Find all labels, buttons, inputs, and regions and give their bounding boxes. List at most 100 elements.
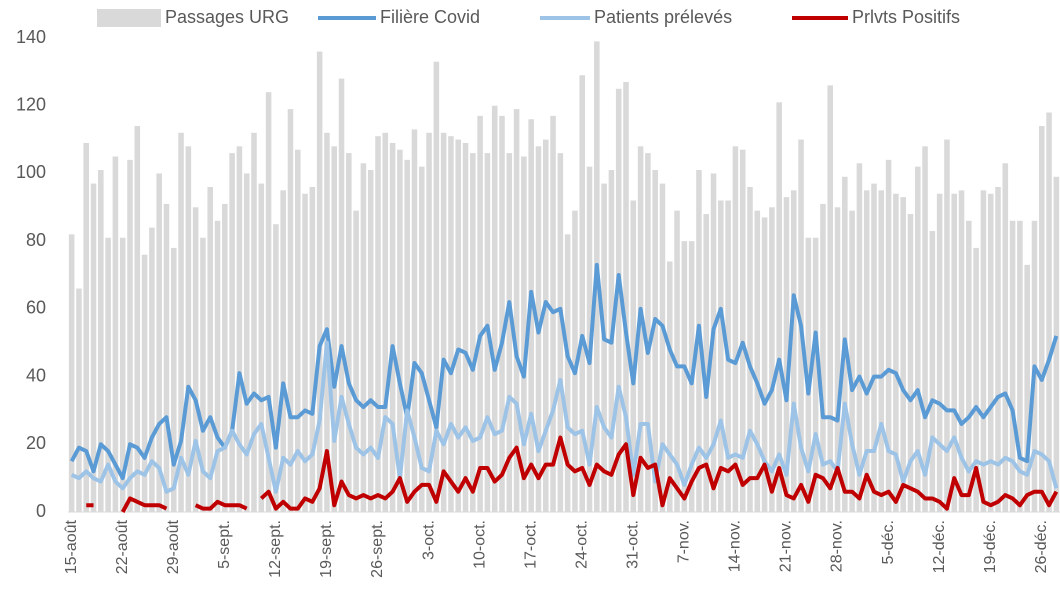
bar <box>557 153 564 512</box>
bar <box>601 183 607 513</box>
x-tick-label: 12-sept. <box>267 520 284 578</box>
bar <box>462 142 469 512</box>
bar <box>973 247 979 512</box>
bar <box>739 149 746 512</box>
bar <box>455 139 462 513</box>
bar <box>827 85 834 513</box>
bar <box>747 186 753 512</box>
bar <box>1017 220 1023 513</box>
bar <box>674 210 680 512</box>
bar <box>790 190 797 512</box>
line <box>86 435 1059 513</box>
legend-label: Filière Covid <box>380 7 480 27</box>
legend-swatch <box>97 9 161 27</box>
x-tick-label: 15-août <box>63 519 80 574</box>
bar <box>375 136 381 512</box>
legend-label: Patients prélevés <box>594 7 732 27</box>
x-tick-label: 3-oct. <box>420 520 437 560</box>
bar <box>499 115 505 512</box>
bar <box>783 197 790 512</box>
y-tick-label: 20 <box>26 433 46 453</box>
bar <box>76 288 82 512</box>
bar <box>528 119 534 512</box>
bar <box>141 254 148 512</box>
x-tick-label: 17-oct. <box>522 520 539 569</box>
bar <box>849 210 855 512</box>
bar <box>229 153 235 512</box>
bar <box>944 139 950 513</box>
bar <box>258 183 265 513</box>
bar <box>761 217 768 512</box>
bar <box>222 203 228 512</box>
bar <box>659 183 666 513</box>
bar <box>149 227 155 512</box>
bar <box>302 193 308 512</box>
bar <box>1024 264 1030 512</box>
bar <box>440 132 447 513</box>
line <box>70 340 1059 494</box>
x-tick-label: 28-nov. <box>829 520 846 572</box>
y-tick-label: 60 <box>26 298 46 318</box>
bar <box>367 170 374 513</box>
x-tick-label: 7-nov. <box>676 520 693 563</box>
y-tick-label: 40 <box>26 365 46 385</box>
bar <box>681 241 688 512</box>
bar <box>776 102 782 512</box>
bar <box>119 237 126 512</box>
bar <box>666 261 673 512</box>
bar <box>572 210 578 512</box>
bar <box>491 105 498 512</box>
bar <box>236 146 243 513</box>
bar <box>163 203 170 512</box>
bar <box>834 207 841 513</box>
bar <box>273 224 279 512</box>
bar <box>645 153 651 512</box>
bar <box>251 132 257 513</box>
bar <box>470 153 476 512</box>
legend-label: Prlvts Positifs <box>852 7 960 27</box>
bar <box>360 163 367 512</box>
bar <box>411 129 418 512</box>
bar <box>397 149 403 512</box>
bar <box>615 88 622 513</box>
bar <box>513 109 520 512</box>
x-tick-label: 19-sept. <box>318 520 335 578</box>
bar <box>112 156 119 512</box>
bar <box>987 193 994 512</box>
bar <box>506 153 513 512</box>
x-tick-label: 5-sept. <box>216 520 233 569</box>
bar <box>178 132 184 513</box>
bar <box>324 132 330 513</box>
bar <box>200 237 206 512</box>
bar <box>214 220 221 513</box>
bar <box>331 146 338 513</box>
bar <box>265 92 272 513</box>
x-tick-label: 31-oct. <box>625 520 642 569</box>
bar <box>1009 220 1016 513</box>
x-tick-label: 26-déc. <box>1033 520 1050 573</box>
x-tick-label: 12-déc. <box>931 520 948 573</box>
bar <box>820 203 826 512</box>
bar <box>426 132 432 513</box>
bar <box>812 237 819 512</box>
y-tick-label: 120 <box>16 94 46 114</box>
line <box>69 262 1059 481</box>
bar <box>878 190 885 512</box>
bar <box>309 186 316 512</box>
bar <box>68 234 75 512</box>
bar <box>156 173 162 512</box>
bar <box>294 149 301 512</box>
bar <box>863 190 870 512</box>
bar <box>1046 112 1052 512</box>
bar <box>907 214 914 513</box>
bar <box>170 247 177 512</box>
bar <box>718 200 724 512</box>
bar <box>914 166 921 512</box>
bar <box>280 190 286 512</box>
x-tick-label: 22-août <box>114 519 131 574</box>
bar <box>83 142 90 512</box>
y-tick-label: 80 <box>26 230 46 250</box>
bar <box>389 142 396 512</box>
bar <box>382 132 389 513</box>
